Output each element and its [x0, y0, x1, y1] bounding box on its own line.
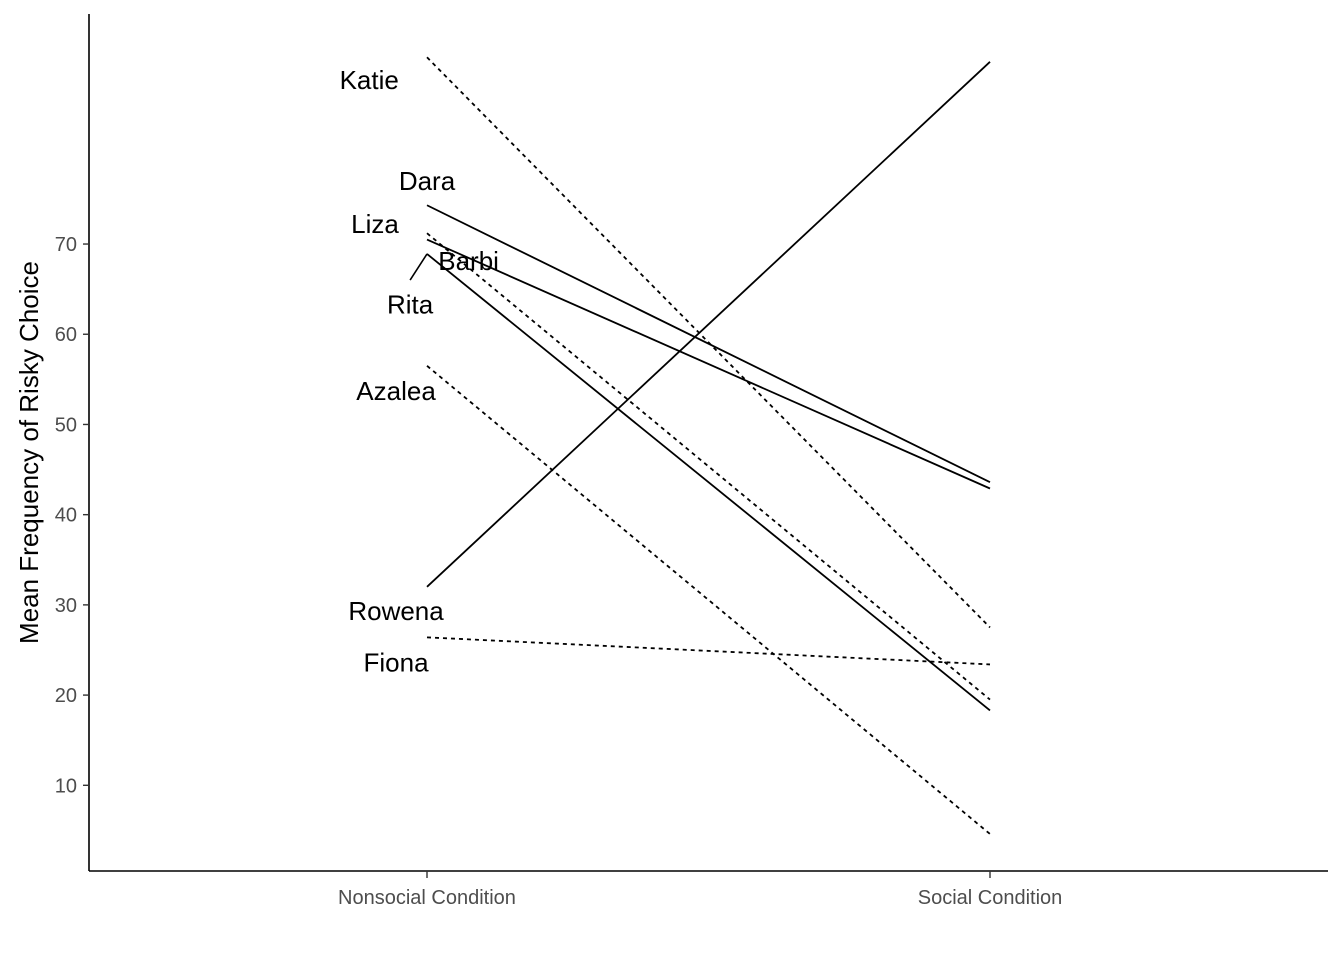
- y-tick-label: 30: [55, 595, 77, 617]
- y-tick-label: 10: [55, 775, 77, 797]
- series-line-rowena: [426, 61, 991, 588]
- y-axis-ticks: 10 20 30 40 50 60 70: [55, 234, 89, 797]
- series-line-fiona: [426, 636, 991, 666]
- series-line-azalea: [426, 365, 991, 835]
- label-leader-rita: [409, 253, 428, 281]
- series-line-liza: [426, 232, 991, 701]
- series-label-katie: Katie: [340, 65, 399, 95]
- y-axis-title: Mean Frequency of Risky Choice: [14, 261, 44, 644]
- series-line-katie: [426, 56, 991, 629]
- axes: 10 20 30 40 50 60 70 Nonsocial Condition Social…: [55, 14, 1328, 909]
- series-label-azalea: Azalea: [356, 376, 436, 406]
- series-line-barbi: [426, 238, 991, 490]
- series-label-barbi: Barbi: [438, 246, 499, 276]
- x-tick-label: Social Condition: [918, 887, 1063, 909]
- y-tick-label: 60: [55, 324, 77, 346]
- series-label-fiona: Fiona: [364, 648, 430, 678]
- x-axis-ticks: Nonsocial Condition Social Condition: [338, 871, 1062, 909]
- y-tick-label: 70: [55, 234, 77, 256]
- x-tick-label: Nonsocial Condition: [338, 887, 516, 909]
- y-tick-label: 20: [55, 685, 77, 707]
- series-line-rita: [426, 253, 991, 712]
- series-line-dara: [426, 204, 991, 484]
- series-label-dara: Dara: [399, 166, 456, 196]
- y-tick-label: 50: [55, 414, 77, 436]
- y-tick-label: 40: [55, 505, 77, 527]
- series-lines: [426, 56, 991, 835]
- series-label-rowena: Rowena: [348, 596, 444, 626]
- series-label-rita: Rita: [387, 289, 434, 319]
- series-label-liza: Liza: [351, 209, 399, 239]
